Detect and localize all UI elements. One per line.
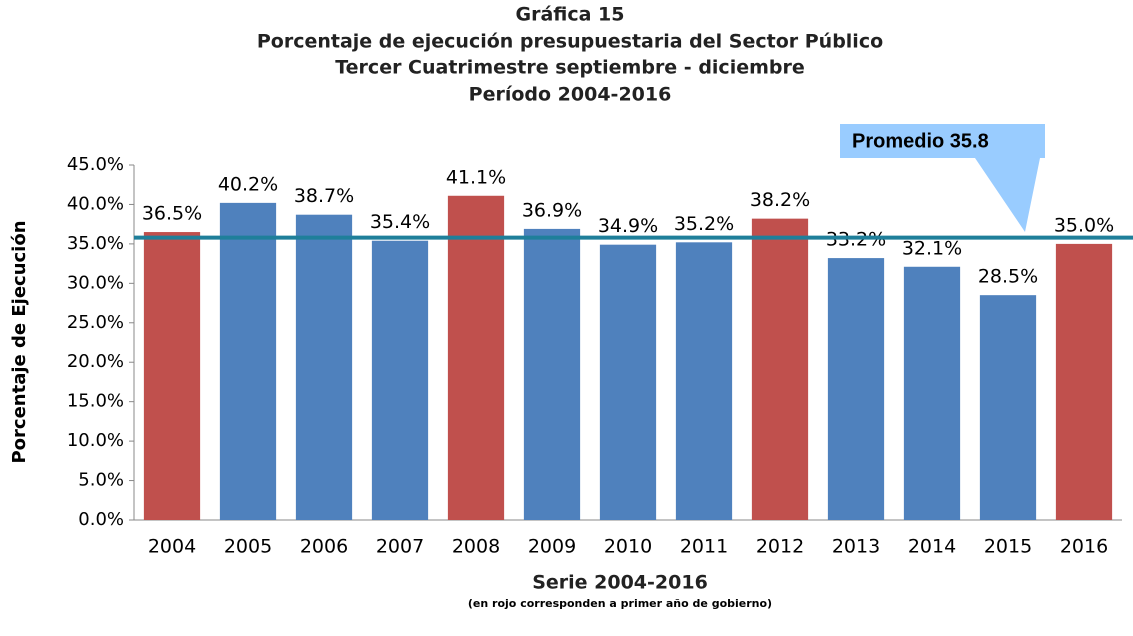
chart-title: Gráfica 15	[515, 4, 624, 26]
chart-title: Tercer Cuatrimestre septiembre - diciemb…	[335, 57, 805, 79]
data-label: 35.0%	[1054, 214, 1114, 236]
y-tick-label: 25.0%	[67, 312, 124, 333]
x-tick-label: 2008	[452, 536, 500, 558]
bar	[827, 258, 885, 520]
y-tick-label: 0.0%	[78, 509, 124, 530]
data-label: 33.2%	[826, 229, 886, 251]
bar	[903, 266, 961, 520]
chart-title: Porcentaje de ejecución presupuestaria d…	[257, 31, 883, 53]
bar	[1055, 243, 1113, 520]
bar	[599, 244, 657, 520]
data-label: 36.5%	[142, 203, 202, 225]
data-label: 28.5%	[978, 266, 1038, 288]
data-label: 35.2%	[674, 213, 734, 235]
callout	[840, 124, 1045, 232]
bar	[371, 240, 429, 520]
data-label: 34.9%	[598, 215, 658, 237]
callout-label: Promedio 35.8	[852, 130, 989, 152]
bar	[447, 195, 505, 520]
bar	[751, 218, 809, 520]
bar	[979, 295, 1037, 520]
y-tick-label: 20.0%	[67, 351, 124, 372]
x-tick-label: 2012	[756, 536, 804, 558]
data-label: 32.1%	[902, 237, 962, 259]
x-axis-title: Serie 2004-2016	[532, 572, 708, 594]
y-tick-label: 45.0%	[67, 154, 124, 175]
y-tick-label: 5.0%	[78, 470, 124, 491]
x-tick-label: 2010	[604, 536, 652, 558]
y-tick-label: 30.0%	[67, 272, 124, 293]
x-tick-label: 2016	[1060, 536, 1108, 558]
bar	[675, 242, 733, 521]
data-label: 40.2%	[218, 173, 278, 195]
x-tick-label: 2006	[300, 536, 348, 558]
x-axis-note: (en rojo corresponden a primer año de go…	[468, 597, 772, 610]
x-tick-label: 2007	[376, 536, 424, 558]
x-tick-label: 2014	[908, 536, 956, 558]
bar	[295, 214, 353, 520]
x-tick-label: 2005	[224, 536, 272, 558]
y-tick-label: 15.0%	[67, 391, 124, 412]
chart-title: Período 2004-2016	[469, 84, 672, 106]
y-axis-title: Porcentaje de Ejecución	[9, 220, 30, 463]
y-tick-label: 10.0%	[67, 430, 124, 451]
data-label: 38.2%	[750, 189, 810, 211]
x-tick-label: 2011	[680, 536, 728, 558]
x-tick-label: 2009	[528, 536, 576, 558]
bar	[143, 232, 201, 521]
data-label: 35.4%	[370, 211, 430, 233]
bar	[219, 202, 277, 520]
y-tick-label: 40.0%	[67, 193, 124, 214]
x-tick-label: 2013	[832, 536, 880, 558]
y-tick-label: 35.0%	[67, 233, 124, 254]
x-tick-label: 2015	[984, 536, 1032, 558]
data-label: 41.1%	[446, 166, 506, 188]
data-label: 38.7%	[294, 185, 354, 207]
bar	[523, 228, 581, 520]
data-label: 36.9%	[522, 199, 582, 221]
x-tick-label: 2004	[148, 536, 196, 558]
